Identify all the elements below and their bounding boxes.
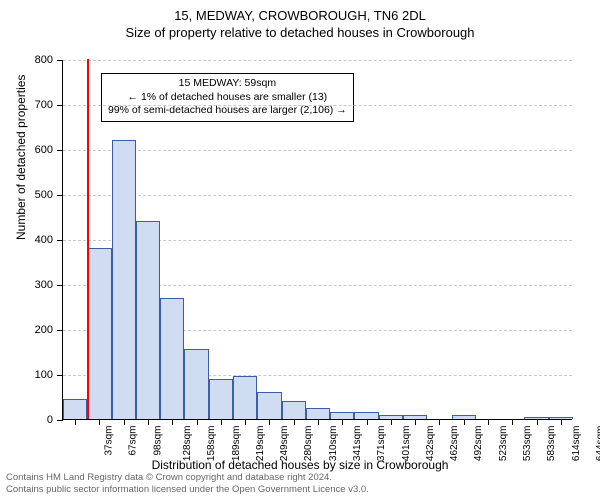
x-tick-label: 310sqm: [328, 426, 339, 462]
x-tick: [391, 419, 392, 425]
x-tick: [512, 419, 513, 425]
annotation-line-2: ← 1% of detached houses are smaller (13): [108, 91, 347, 105]
x-tick-label: 371sqm: [376, 426, 387, 462]
y-axis-title: Number of detached properties: [14, 75, 28, 240]
x-tick-label: 341sqm: [352, 426, 363, 462]
x-tick: [99, 419, 100, 425]
x-tick-label: 553sqm: [522, 426, 533, 462]
histogram-plot: 15 MEDWAY: 59sqm ← 1% of detached houses…: [62, 60, 572, 420]
histogram-bar: [209, 379, 233, 420]
x-tick: [318, 419, 319, 425]
x-tick: [561, 419, 562, 425]
x-tick-label: 128sqm: [182, 426, 193, 462]
x-tick: [148, 419, 149, 425]
histogram-bar: [87, 248, 111, 419]
y-tick: [57, 330, 63, 331]
grid-line: [63, 60, 572, 61]
y-tick-label: 200: [35, 324, 53, 336]
y-tick: [57, 285, 63, 286]
x-tick: [464, 419, 465, 425]
x-tick: [294, 419, 295, 425]
x-tick-label: 583sqm: [546, 426, 557, 462]
y-tick-label: 300: [35, 279, 53, 291]
chart-title-block: 15, MEDWAY, CROWBOROUGH, TN6 2DL Size of…: [0, 0, 600, 42]
x-tick: [415, 419, 416, 425]
x-tick: [245, 419, 246, 425]
histogram-bar: [184, 349, 208, 419]
footer-line-2: Contains public sector information licen…: [6, 484, 596, 496]
x-tick-label: 158sqm: [206, 426, 217, 462]
y-tick: [57, 105, 63, 106]
x-tick-label: 462sqm: [449, 426, 460, 462]
x-tick-label: 249sqm: [279, 426, 290, 462]
x-tick-label: 644sqm: [595, 426, 600, 462]
x-tick: [488, 419, 489, 425]
y-tick-label: 700: [35, 99, 53, 111]
x-tick: [172, 419, 173, 425]
title-line-2: Size of property relative to detached ho…: [0, 25, 600, 42]
x-tick-label: 67sqm: [128, 426, 139, 456]
annotation-line-1: 15 MEDWAY: 59sqm: [108, 77, 347, 91]
histogram-bar: [233, 376, 257, 419]
x-tick: [439, 419, 440, 425]
y-tick-label: 600: [35, 144, 53, 156]
x-tick-label: 98sqm: [152, 426, 163, 456]
x-tick-label: 523sqm: [498, 426, 509, 462]
title-line-1: 15, MEDWAY, CROWBOROUGH, TN6 2DL: [0, 8, 600, 25]
x-tick-label: 614sqm: [571, 426, 582, 462]
grid-line: [63, 195, 572, 196]
y-tick-label: 0: [47, 414, 53, 426]
x-tick-label: 37sqm: [104, 426, 115, 456]
x-tick: [269, 419, 270, 425]
y-tick: [57, 60, 63, 61]
y-tick-label: 500: [35, 189, 53, 201]
y-tick-label: 800: [35, 54, 53, 66]
footer-line-1: Contains HM Land Registry data © Crown c…: [6, 472, 596, 484]
x-tick: [342, 419, 343, 425]
x-tick-label: 280sqm: [304, 426, 315, 462]
x-tick: [75, 419, 76, 425]
histogram-bar: [282, 401, 306, 419]
y-tick: [57, 375, 63, 376]
property-marker-line: [87, 59, 89, 419]
x-tick-label: 401sqm: [401, 426, 412, 462]
y-tick: [57, 240, 63, 241]
histogram-bar: [63, 399, 87, 419]
grid-line: [63, 105, 572, 106]
y-tick: [57, 420, 63, 421]
x-tick: [537, 419, 538, 425]
histogram-bar: [112, 140, 136, 419]
x-axis-title: Distribution of detached houses by size …: [0, 458, 600, 472]
x-tick-label: 189sqm: [231, 426, 242, 462]
histogram-bar: [160, 298, 184, 420]
footer-attribution: Contains HM Land Registry data © Crown c…: [6, 472, 596, 496]
x-tick-label: 492sqm: [474, 426, 485, 462]
histogram-bar: [257, 392, 281, 419]
annotation-box: 15 MEDWAY: 59sqm ← 1% of detached houses…: [101, 73, 354, 122]
histogram-bar: [354, 412, 378, 419]
x-tick: [124, 419, 125, 425]
y-tick: [57, 195, 63, 196]
x-tick: [197, 419, 198, 425]
y-tick-label: 100: [35, 369, 53, 381]
histogram-bar: [306, 408, 330, 419]
annotation-line-3: 99% of semi-detached houses are larger (…: [108, 104, 347, 118]
histogram-bar: [330, 412, 354, 419]
x-tick-label: 432sqm: [425, 426, 436, 462]
grid-line: [63, 150, 572, 151]
y-tick: [57, 150, 63, 151]
x-tick-label: 219sqm: [255, 426, 266, 462]
y-tick-label: 400: [35, 234, 53, 246]
histogram-bar: [136, 221, 160, 419]
x-tick: [367, 419, 368, 425]
x-tick: [221, 419, 222, 425]
